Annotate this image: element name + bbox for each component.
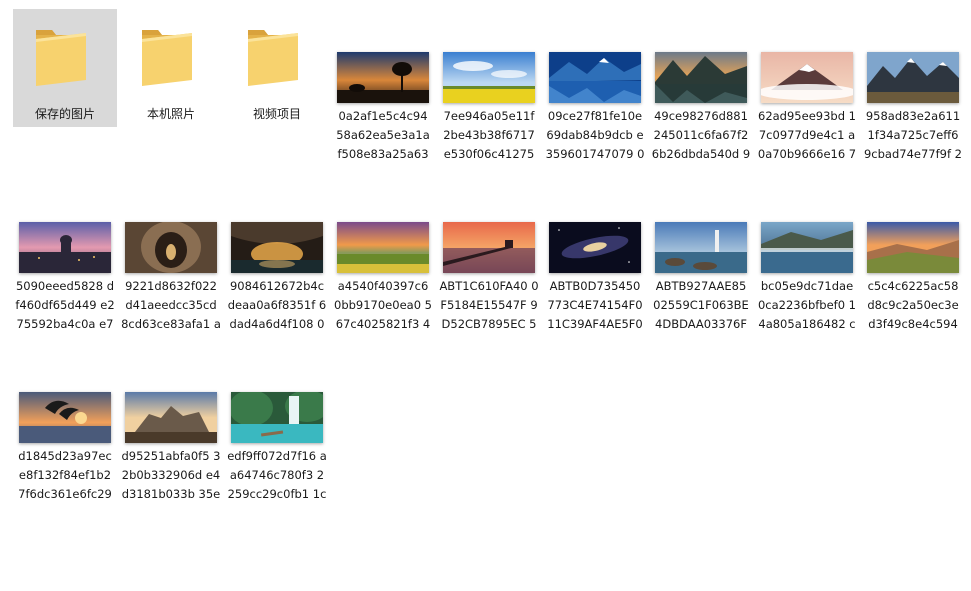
image-thumbnail (867, 52, 959, 103)
image-item[interactable]: bc05e9dc71dae 0ca2236bfbef0 14a805a18648… (755, 181, 859, 341)
image-filename: 9084612672b4c deaa0a6f8351f 6dad4a6d4f10… (227, 279, 327, 331)
image-filename: ABT1C610FA40 0F5184E15547F 9D52CB7895EC … (439, 279, 539, 331)
image-filename: 62ad95ee93bd 17c0977d9e4c1 a0a70b9666e16… (757, 109, 857, 161)
folder-icon (36, 30, 86, 86)
folder-item-video-projects[interactable]: 视频项目 (225, 9, 329, 127)
image-thumbnail (125, 222, 217, 273)
image-item[interactable]: a4540f40397c6 0bb9170e0ea0 567c4025821f3… (331, 181, 435, 341)
image-item[interactable]: 9084612672b4c deaa0a6f8351f 6dad4a6d4f10… (225, 181, 329, 341)
image-item[interactable]: ABT1C610FA40 0F5184E15547F 9D52CB7895EC … (437, 181, 541, 341)
image-thumbnail (19, 222, 111, 273)
folder-label: 本机照片 (146, 107, 195, 121)
image-item[interactable]: edf9ff072d7f16 aa64746c780f3 2259cc29c0f… (225, 351, 329, 511)
image-thumbnail (231, 222, 323, 273)
image-filename: 49ce98276d881 245011c6fa67f2 6b26dbda540… (651, 109, 751, 161)
image-thumbnail (337, 52, 429, 103)
image-item[interactable]: 0a2af1e5c4c94 58a62ea5e3a1a f508e83a25a6… (331, 11, 435, 171)
image-item[interactable]: ABTB927AAE85 02559C1F063BE 4DBDAA03376F … (649, 181, 753, 341)
image-item[interactable]: 62ad95ee93bd 17c0977d9e4c1 a0a70b9666e16… (755, 11, 859, 171)
image-thumbnail (549, 222, 641, 273)
image-item[interactable]: 7ee946a05e11f 2be43b38f6717 e530f06c4127… (437, 11, 541, 171)
image-item[interactable]: 958ad83e2a611 1f34a725c7eff6 9cbad74e77f… (861, 11, 965, 171)
image-thumbnail (761, 52, 853, 103)
image-item[interactable]: d95251abfa0f5 32b0b332906d e4d3181b033b … (119, 351, 223, 511)
image-thumbnail (125, 392, 217, 443)
image-thumbnail (761, 222, 853, 273)
image-item[interactable]: 09ce27f81fe10e 69dab84b9dcb e35960174707… (543, 11, 647, 171)
image-filename: 0a2af1e5c4c94 58a62ea5e3a1a f508e83a25a6… (336, 109, 430, 161)
folder-item-saved-pictures[interactable]: 保存的图片 (13, 9, 117, 127)
folder-label: 保存的图片 (34, 107, 95, 121)
image-thumbnail (549, 52, 641, 103)
image-filename: 958ad83e2a611 1f34a725c7eff6 9cbad74e77f… (863, 109, 962, 161)
image-filename: 5090eeed5828 df460df65d449 e275592ba4c0a… (15, 279, 115, 331)
folder-item-local-photos[interactable]: 本机照片 (119, 9, 223, 127)
image-thumbnail (655, 222, 747, 273)
image-filename: edf9ff072d7f16 aa64746c780f3 2259cc29c0f… (227, 449, 327, 501)
image-filename: a4540f40397c6 0bb9170e0ea0 567c4025821f3… (334, 279, 432, 331)
image-thumbnail (443, 52, 535, 103)
image-filename: d95251abfa0f5 32b0b332906d e4d3181b033b … (121, 449, 221, 501)
folder-icon (142, 30, 192, 86)
image-item[interactable]: 5090eeed5828 df460df65d449 e275592ba4c0a… (13, 181, 117, 341)
image-thumbnail (19, 392, 111, 443)
image-filename: bc05e9dc71dae 0ca2236bfbef0 14a805a18648… (757, 279, 856, 331)
image-item[interactable]: d1845d23a97ec e8f132f84ef1b2 7f6dc361e6f… (13, 351, 117, 511)
image-thumbnail (655, 52, 747, 103)
image-thumbnail (867, 222, 959, 273)
image-filename: ABTB927AAE85 02559C1F063BE 4DBDAA03376F … (653, 279, 749, 331)
image-thumbnail (337, 222, 429, 273)
image-item[interactable]: 49ce98276d881 245011c6fa67f2 6b26dbda540… (649, 11, 753, 171)
image-filename: 7ee946a05e11f 2be43b38f6717 e530f06c4127… (443, 109, 535, 161)
image-filename: ABTB0D735450 773C4E74154F0 11C39AF4AE5F0… (547, 279, 643, 331)
image-filename: 09ce27f81fe10e 69dab84b9dcb e35960174707… (545, 109, 645, 161)
image-filename: d1845d23a97ec e8f132f84ef1b2 7f6dc361e6f… (18, 449, 112, 501)
image-filename: 9221d8632f022 d41aeedcc35cd 8cd63ce83afa… (121, 279, 221, 331)
folder-label: 视频项目 (252, 107, 301, 121)
image-thumbnail (231, 392, 323, 443)
image-filename: c5c4c6225ac58 d8c9c2a50ec3e d3f49c8e4c59… (867, 279, 959, 331)
image-item[interactable]: 9221d8632f022 d41aeedcc35cd 8cd63ce83afa… (119, 181, 223, 341)
folder-icon (248, 30, 298, 86)
image-item[interactable]: c5c4c6225ac58 d8c9c2a50ec3e d3f49c8e4c59… (861, 181, 965, 341)
image-thumbnail (443, 222, 535, 273)
image-item[interactable]: ABTB0D735450 773C4E74154F0 11C39AF4AE5F0… (543, 181, 647, 341)
